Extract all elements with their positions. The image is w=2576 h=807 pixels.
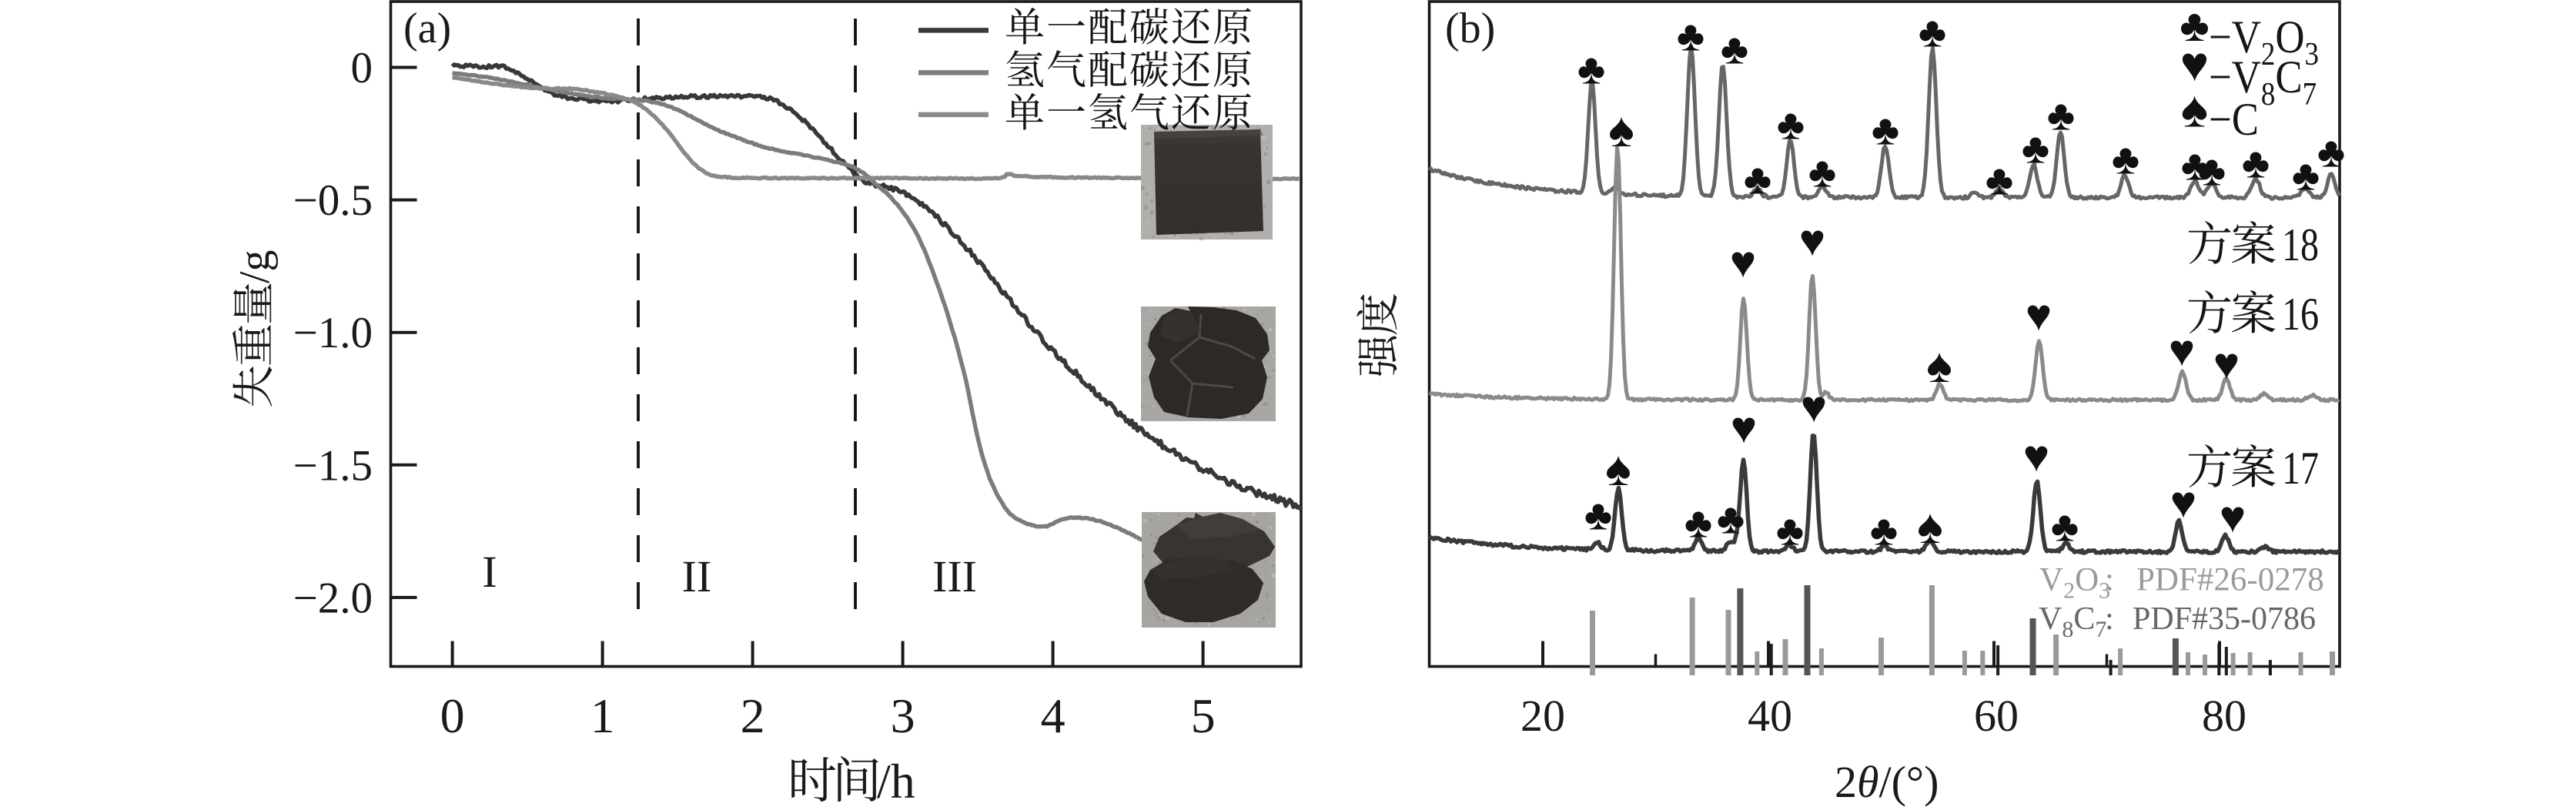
svg-text:2: 2 [741, 688, 765, 743]
svg-text:0: 0 [440, 688, 465, 743]
svg-text:40: 40 [1748, 691, 1792, 741]
svg-text:−1.0: −1.0 [293, 309, 373, 357]
svg-text:V8C7:PDF#35-0786: V8C7: PDF#35-0786 [2039, 601, 2316, 642]
svg-text:20: 20 [1521, 691, 1565, 741]
svg-text:4: 4 [1041, 688, 1066, 743]
svg-text:17: 17 [2282, 443, 2319, 494]
svg-text:III: III [932, 551, 977, 601]
svg-text:(a): (a) [403, 5, 451, 52]
svg-text:3: 3 [891, 688, 915, 743]
svg-text:18: 18 [2282, 219, 2319, 270]
svg-text:−0.5: −0.5 [293, 176, 373, 225]
svg-text:/g: /g [231, 249, 279, 283]
svg-text:80: 80 [2202, 691, 2246, 741]
svg-text:I: I [482, 547, 497, 597]
svg-text:−1.5: −1.5 [293, 441, 373, 490]
svg-text:5: 5 [1191, 688, 1216, 743]
svg-text:V2O3:PDF#26-0278: V2O3: PDF#26-0278 [2039, 562, 2324, 604]
svg-text:2θ/(°): 2θ/(°) [1835, 757, 1939, 807]
svg-text:−2.0: −2.0 [293, 574, 373, 622]
svg-text:−C: −C [2209, 95, 2259, 146]
svg-text:16: 16 [2282, 289, 2319, 340]
svg-text:1: 1 [590, 688, 615, 743]
svg-text:(b): (b) [1445, 5, 1495, 52]
svg-text:60: 60 [1974, 691, 2019, 741]
svg-text:II: II [682, 551, 712, 601]
svg-text:/h: /h [877, 754, 915, 807]
svg-text:0: 0 [351, 44, 373, 92]
